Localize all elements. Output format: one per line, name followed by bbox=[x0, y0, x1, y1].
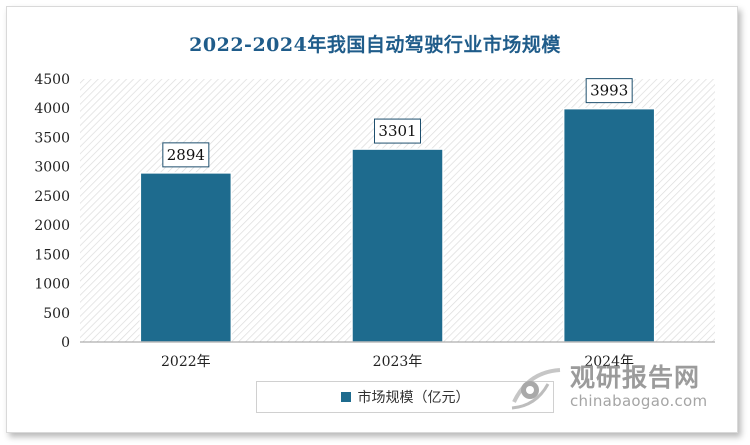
y-tick-label: 3500 bbox=[34, 130, 70, 146]
data-label: 3301 bbox=[378, 122, 416, 140]
bar bbox=[139, 172, 233, 343]
x-tick-label: 2022年 bbox=[161, 354, 211, 370]
y-tick-label: 4500 bbox=[34, 72, 70, 88]
bar bbox=[351, 148, 444, 343]
watermark: 观研报告网 chinabaogao.com bbox=[508, 362, 707, 412]
x-tick-label: 2023年 bbox=[373, 354, 423, 370]
y-tick-label: 500 bbox=[43, 306, 70, 322]
data-label: 3993 bbox=[590, 82, 628, 100]
x-tick-label: 2024年 bbox=[584, 354, 634, 370]
legend: 市场规模（亿元） bbox=[256, 381, 554, 413]
data-label-box bbox=[162, 142, 210, 168]
data-label-box bbox=[585, 78, 633, 104]
y-tick-label: 2500 bbox=[34, 189, 70, 205]
chart-title: 2022-2024年我国自动驾驶行业市场规模 bbox=[189, 34, 561, 56]
y-tick-label: 4000 bbox=[34, 101, 70, 117]
y-tick-label: 3000 bbox=[34, 160, 70, 176]
legend-swatch bbox=[340, 392, 351, 402]
y-tick-label: 2000 bbox=[34, 218, 70, 234]
y-tick-label: 1000 bbox=[34, 277, 70, 293]
watermark-logo-icon bbox=[511, 368, 561, 410]
y-tick-label: 0 bbox=[61, 335, 70, 351]
y-tick-label: 1500 bbox=[34, 247, 70, 263]
data-label: 2894 bbox=[167, 146, 205, 164]
legend-label: 市场规模（亿元） bbox=[357, 390, 470, 406]
watermark-cn: 观研报告网 bbox=[570, 363, 701, 392]
data-label-box bbox=[374, 118, 421, 144]
watermark-en: chinabaogao.com bbox=[570, 392, 708, 410]
bar bbox=[562, 107, 656, 343]
